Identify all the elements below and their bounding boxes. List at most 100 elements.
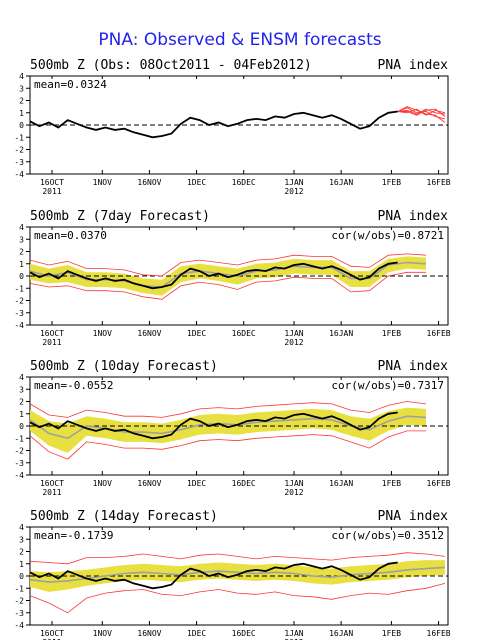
y-tick-label: 2 [19,248,24,257]
x-tick-label: 1JAN [284,629,303,638]
y-tick-label: 3 [19,84,24,93]
y-tick-label: -3 [14,459,24,468]
y-tick-label: -2 [14,597,24,606]
panel-1: 500mb Z (Obs: 08Oct2011 - 04Feb2012) PNA … [14,58,450,196]
envelope-lower [29,583,446,614]
observed-line [29,261,398,290]
y-tick-label: 0 [19,272,24,281]
x-tick-label: 1DEC [187,629,206,638]
y-tick-label: 3 [19,535,24,544]
y-tick-label: -2 [14,146,24,155]
member-line-4 [397,106,446,123]
y-tick-label: -3 [14,609,24,618]
x-tick-label: 16JAN [329,178,353,187]
y-tick-label: 1 [19,260,24,269]
y-tick-label: -3 [14,158,24,167]
envelope-lower [29,271,426,300]
observed-line [29,561,398,590]
mean-label: mean=0.0370 [34,229,107,242]
x-tick-label: 1DEC [187,329,206,338]
x-tick-year: 2012 [284,488,303,497]
y-tick-label: 4 [19,373,24,382]
member-line-5 [397,108,446,117]
x-tick-label: 16NOV [137,178,161,187]
mean-label: mean=-0.1739 [34,529,113,542]
x-tick-label: 16FEB [427,329,451,338]
x-tick-label: 16OCT [40,329,64,338]
x-tick-label: 1NOV [93,629,112,638]
correlation-label: cor(w/obs)=0.8721 [331,229,444,242]
panel-title: 500mb Z (10day Forecast) [30,359,218,374]
y-tick-label: 0 [19,572,24,581]
panel-title: 500mb Z (7day Forecast) [30,209,210,224]
x-tick-year: 2011 [42,187,61,196]
x-tick-label: 1JAN [284,479,303,488]
mean-label: mean=-0.0552 [34,379,113,392]
panel-3: 500mb Z (10day Forecast) PNA index -4 -3 -2 -… [14,359,450,497]
y-tick-label: 1 [19,410,24,419]
x-tick-label: 16JAN [329,479,353,488]
x-tick-year: 2012 [284,187,303,196]
ensemble-mean-line [29,566,445,583]
panel-2: 500mb Z (7day Forecast) PNA index -4 -3 -2 -1… [14,209,450,347]
panel-4: 500mb Z (14day Forecast) PNA index -4 -3 -2 -… [14,509,450,640]
x-tick-year: 2011 [42,638,61,640]
x-tick-year: 2012 [284,638,303,640]
x-tick-label: 1JAN [284,178,303,187]
y-tick-label: -1 [14,434,24,443]
y-tick-label: 3 [19,235,24,244]
figure-title: PNA: Observed & ENSM forecasts [98,30,382,50]
spread-band [30,256,426,296]
y-tick-label: 2 [19,398,24,407]
x-tick-label: 16DEC [232,479,256,488]
panel-right-label: PNA index [378,509,449,524]
envelope-upper [29,253,427,277]
x-tick-label: 16DEC [232,178,256,187]
y-tick-label: 1 [19,109,24,118]
y-tick-label: 2 [19,548,24,557]
x-tick-label: 1JAN [284,329,303,338]
y-tick-label: -4 [14,321,24,330]
observed-line [29,411,398,440]
x-tick-label: 16OCT [40,629,64,638]
y-tick-label: 1 [19,560,24,569]
x-tick-year: 2011 [42,338,61,347]
x-tick-label: 16OCT [40,479,64,488]
member-line-1 [397,108,445,115]
x-tick-label: 16JAN [329,329,353,338]
y-tick-label: 4 [19,523,24,532]
correlation-label: cor(w/obs)=0.7317 [331,379,444,392]
y-tick-label: -4 [14,621,24,630]
y-tick-label: -2 [14,447,24,456]
x-tick-label: 16JAN [329,629,353,638]
x-tick-label: 16NOV [137,629,161,638]
x-tick-label: 16DEC [232,329,256,338]
x-tick-label: 16NOV [137,479,161,488]
x-tick-label: 16OCT [40,178,64,187]
observed-line [29,110,398,139]
y-tick-label: 3 [19,385,24,394]
x-tick-label: 16FEB [427,479,451,488]
ensemble-mean-line [29,415,427,440]
y-tick-label: 0 [19,121,24,130]
y-tick-label: -3 [14,309,24,318]
y-tick-label: -1 [14,284,24,293]
envelope-upper [29,401,427,418]
x-tick-label: 1FEB [382,329,401,338]
panel-right-label: PNA index [378,209,449,224]
mean-label: mean=0.0324 [34,78,107,91]
y-tick-label: 4 [19,72,24,81]
x-tick-label: 1FEB [382,178,401,187]
x-tick-label: 1NOV [93,479,112,488]
y-tick-label: 2 [19,97,24,106]
panel-title: 500mb Z (14day Forecast) [30,509,218,524]
x-tick-label: 1NOV [93,178,112,187]
y-tick-label: -2 [14,297,24,306]
envelope-upper [29,552,445,565]
correlation-label: cor(w/obs)=0.3512 [331,529,444,542]
x-tick-label: 1NOV [93,329,112,338]
y-tick-label: 4 [19,223,24,232]
panel-title: 500mb Z (Obs: 08Oct2011 - 04Feb2012) [30,58,312,73]
